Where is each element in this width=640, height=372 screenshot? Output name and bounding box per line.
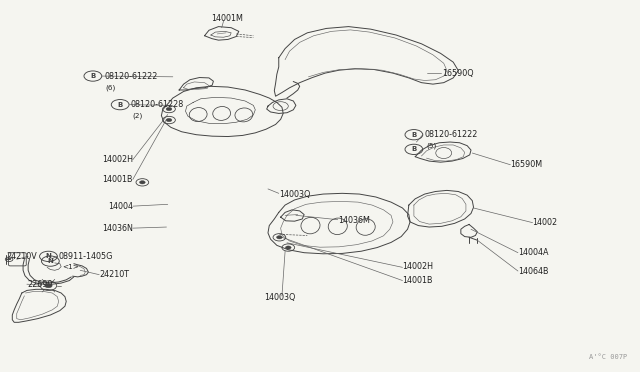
Text: <1>: <1> [62,264,79,270]
Text: 08120-61222: 08120-61222 [104,71,157,81]
Text: N: N [47,258,53,264]
Text: 08911-1405G: 08911-1405G [59,252,113,261]
Text: B: B [412,132,417,138]
Text: (6): (6) [106,84,116,91]
Text: 14064B: 14064B [518,266,548,276]
Text: (5): (5) [427,142,437,149]
Text: 14002H: 14002H [403,262,433,271]
Text: 14004: 14004 [108,202,133,211]
Text: 24210T: 24210T [99,270,129,279]
Text: 22690: 22690 [27,280,52,289]
Text: B: B [90,73,95,79]
Text: B: B [118,102,123,108]
Text: 08120-61228: 08120-61228 [131,100,184,109]
Text: 14004A: 14004A [518,248,548,257]
Text: 14036M: 14036M [338,216,370,225]
Text: 14001B: 14001B [102,175,133,184]
Text: 14002: 14002 [532,218,557,227]
Circle shape [285,246,291,249]
Text: 08120-61222: 08120-61222 [425,130,478,139]
Text: 16590Q: 16590Q [442,69,474,78]
Text: 14001B: 14001B [403,276,433,285]
Text: 16590M: 16590M [510,160,543,169]
Text: 14003Q: 14003Q [264,293,296,302]
Text: A'°C 007P: A'°C 007P [589,354,628,360]
Text: 14036N: 14036N [102,224,133,232]
Text: 14001M: 14001M [211,14,243,23]
Text: 14002H: 14002H [102,155,133,164]
Circle shape [276,235,282,239]
Circle shape [45,283,52,288]
Circle shape [166,118,172,122]
Text: 14003Q: 14003Q [279,190,310,199]
Text: 24210V: 24210V [6,252,36,261]
Circle shape [166,108,172,111]
Text: N: N [45,253,51,259]
Text: B: B [412,146,417,153]
Circle shape [140,181,145,184]
Text: (2): (2) [133,112,143,119]
